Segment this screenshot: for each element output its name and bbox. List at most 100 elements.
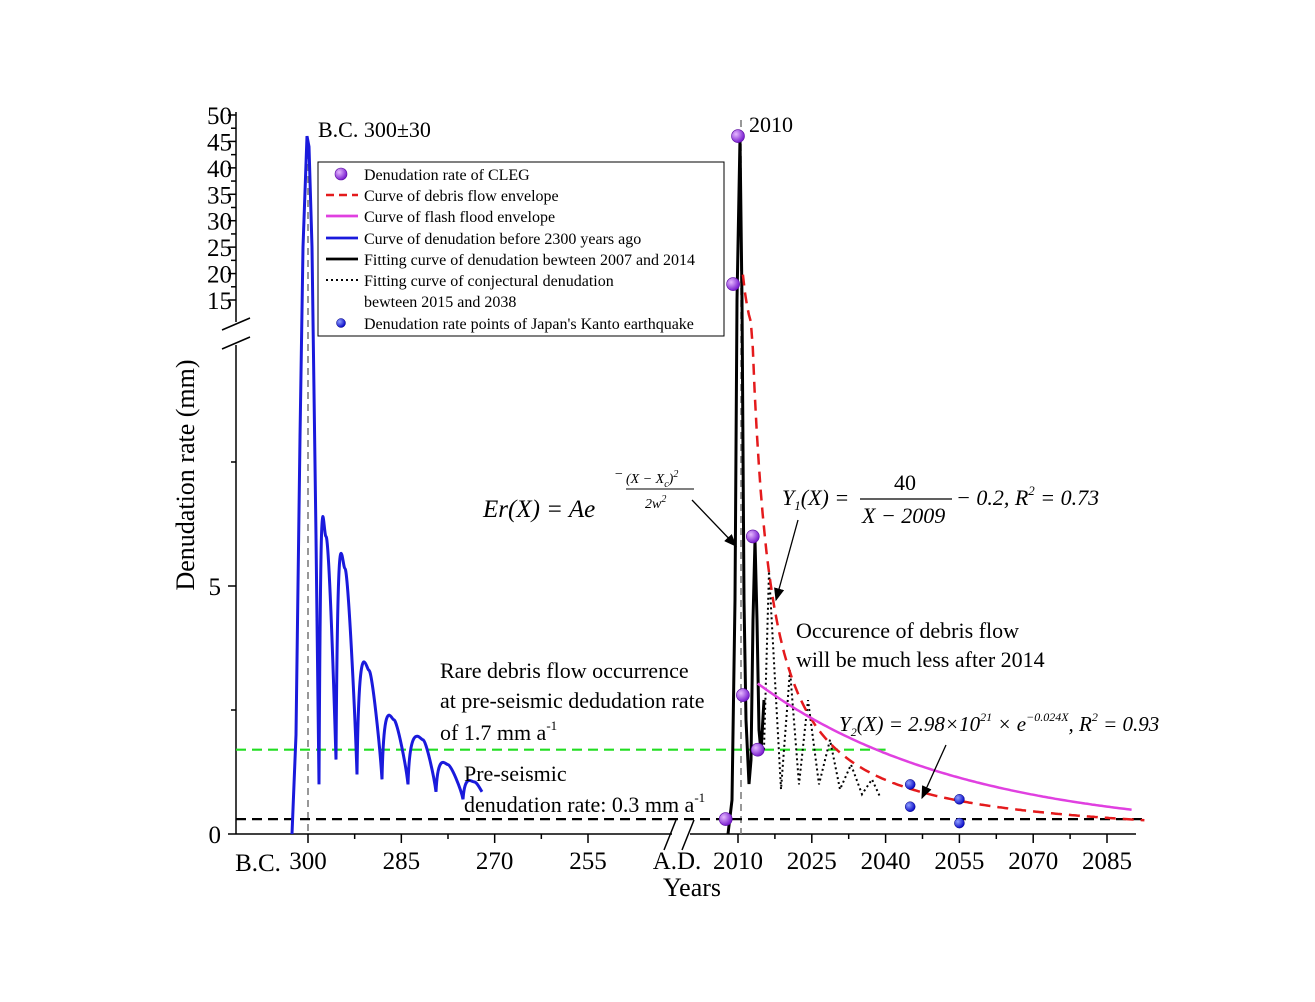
x-tick-label-ad-2025: 2025 xyxy=(787,848,837,875)
kanto-point-2 xyxy=(954,794,965,805)
axes-group xyxy=(221,112,1136,851)
cleg-point-3 xyxy=(736,688,750,702)
cleg-point-4 xyxy=(745,529,760,544)
legend: Denudation rate of CLEG Curve of debris f… xyxy=(317,161,725,337)
x-prefix-ad: A.D. xyxy=(653,848,702,875)
y-tick-label-15: 15 xyxy=(207,288,232,315)
eq-y2-body: (X) = 2.98×10 xyxy=(857,712,981,736)
y-break-mark-2 xyxy=(221,336,251,350)
x-break-mark-1 xyxy=(663,819,677,851)
legend-label-1: Curve of debris flow envelope xyxy=(364,188,559,205)
legend-label-5: Fitting curve of conjectural denudation xyxy=(364,273,614,290)
legend-swatch-6 xyxy=(336,318,346,328)
curves-group xyxy=(290,135,1145,835)
kanto-point-3 xyxy=(954,817,965,829)
eq-er-num-sub: c xyxy=(664,479,669,490)
eq-y2-lhs: Y xyxy=(839,712,853,736)
equation-er: Er(X) = Ae − (X − Xc)2 2w2 xyxy=(482,467,694,523)
arrow-er xyxy=(691,499,737,547)
y-break-mark-1 xyxy=(221,317,251,331)
curve-fit-2007-2014 xyxy=(726,137,766,835)
y-tick-label-5: 5 xyxy=(209,574,222,601)
cleg-point-5 xyxy=(750,742,765,757)
curve-debris-envelope xyxy=(741,274,1145,822)
arrow-y1 xyxy=(774,519,799,602)
cleg-point-1 xyxy=(726,277,740,291)
x-axis-label: Years xyxy=(663,873,721,902)
annot-pre-2-text: denudation rate: 0.3 mm a xyxy=(464,792,695,817)
annot-debris-1: Occurence of debris flow xyxy=(796,618,1019,643)
x-tick-label-bc-300: 300 xyxy=(289,848,327,875)
eq-y1-rhs: − 0.2, R xyxy=(956,485,1029,510)
marker-label-2010: 2010 xyxy=(749,112,793,137)
svg-text:(X − Xc)2: (X − Xc)2 xyxy=(626,469,678,490)
points-group xyxy=(718,129,965,829)
legend-label-6: Denudation rate points of Japan's Kanto … xyxy=(364,316,694,333)
legend-label-4: Fitting curve of denudation bewteen 2007… xyxy=(364,252,695,269)
annot-pre-2-sup: -1 xyxy=(694,790,705,805)
x-prefix-bc: B.C. xyxy=(235,850,281,877)
eq-y1-r-val: = 0.73 xyxy=(1035,485,1099,510)
eq-y1-r-sup: 2 xyxy=(1028,483,1035,498)
kanto-point-1 xyxy=(904,801,916,812)
eq-er-num-end: ) xyxy=(668,472,674,487)
legend-label-2: Curve of flash flood envelope xyxy=(364,209,555,226)
eq-y2-r-sup: 2 xyxy=(1092,710,1098,724)
svg-text:2w2: 2w2 xyxy=(645,494,666,512)
svg-text:− 0.2, R2 = 0.73: − 0.2, R2 = 0.73 xyxy=(956,483,1099,510)
y-tick-label-20: 20 xyxy=(207,262,232,289)
eq-y2-mid: × e xyxy=(992,712,1026,736)
y-tick-label-50: 50 xyxy=(207,103,232,130)
annot-debris-2: will be much less after 2014 xyxy=(796,647,1045,672)
annot-rare-1: Rare debris flow occurrence xyxy=(440,658,689,683)
cleg-point-0 xyxy=(718,812,733,826)
annot-pre-2: denudation rate: 0.3 mm a-1 xyxy=(464,790,705,817)
eq-y1-mid: (X) = xyxy=(801,485,849,510)
curve-denudation-bc xyxy=(290,135,484,835)
eq-y1-num: 40 xyxy=(894,470,916,495)
annot-rare-3-text: of 1.7 mm a xyxy=(440,720,547,745)
x-tick-label-ad-2040: 2040 xyxy=(861,848,911,875)
eq-er-minus: − xyxy=(614,467,623,482)
y-tick-label-0: 0 xyxy=(209,822,222,849)
curve-flash-flood-envelope xyxy=(756,682,1132,811)
y-tick-label-30: 30 xyxy=(207,209,232,236)
cleg-point-2 xyxy=(731,129,745,143)
legend-label-3: Curve of denudation before 2300 years ag… xyxy=(364,231,641,248)
eq-er-den-sup: 2 xyxy=(661,494,666,505)
legend-swatch-0 xyxy=(334,167,348,181)
equation-y1: Y1(X) = 40 X − 2009 − 0.2, R2 = 0.73 xyxy=(782,470,1099,528)
arrow-y2 xyxy=(921,744,947,800)
y-axis-label: Denudation rate (mm) xyxy=(171,359,200,590)
marker-label-bc300: B.C. 300±30 xyxy=(318,117,431,142)
eq-y1-lhs: Y xyxy=(782,485,797,510)
annot-rare-3-sup: -1 xyxy=(546,718,557,733)
legend-box xyxy=(317,161,725,337)
eq-er-den: 2w xyxy=(645,497,662,512)
annot-pre-1: Pre-seismic xyxy=(464,761,567,786)
svg-text:Y1(X) =: Y1(X) = xyxy=(782,485,849,513)
equation-y2: Y2(X) = 2.98×1021 × e−0.024X, R2 = 0.93 xyxy=(839,710,1159,739)
x-tick-label-bc-285: 285 xyxy=(383,848,421,875)
eq-y1-den: X − 2009 xyxy=(861,503,945,528)
svg-text:Y2(X) = 2.98×1021 × e−0.024X,: Y2(X) = 2.98×1021 × e−0.024X, R2 = 0.93 xyxy=(839,710,1159,739)
x-tick-label-bc-270: 270 xyxy=(476,848,514,875)
eq-y2-sup1: 21 xyxy=(980,710,992,724)
legend-label-5-line2: bewteen 2015 and 2038 xyxy=(364,294,516,311)
eq-er-num: (X − X xyxy=(626,472,665,487)
eq-y2-r-val: = 0.93 xyxy=(1098,712,1159,736)
x-tick-label-ad-2010: 2010 xyxy=(713,848,763,875)
y-tick-label-25: 25 xyxy=(207,235,232,262)
legend-label-0: Denudation rate of CLEG xyxy=(364,167,530,184)
eq-y2-end: , R xyxy=(1069,712,1093,736)
eq-y2-sup2: −0.024X xyxy=(1026,710,1069,724)
kanto-point-0 xyxy=(904,779,916,790)
x-tick-label-ad-2055: 2055 xyxy=(934,848,984,875)
annot-rare-2: at pre-seismic dedudation rate xyxy=(440,688,705,713)
eq-er-lhs: Er(X) = Ae xyxy=(482,496,595,523)
eq-er-num-sup: 2 xyxy=(673,469,678,480)
eq-y2-sub: 2 xyxy=(851,725,857,739)
y-tick-label-45: 45 xyxy=(207,129,232,156)
